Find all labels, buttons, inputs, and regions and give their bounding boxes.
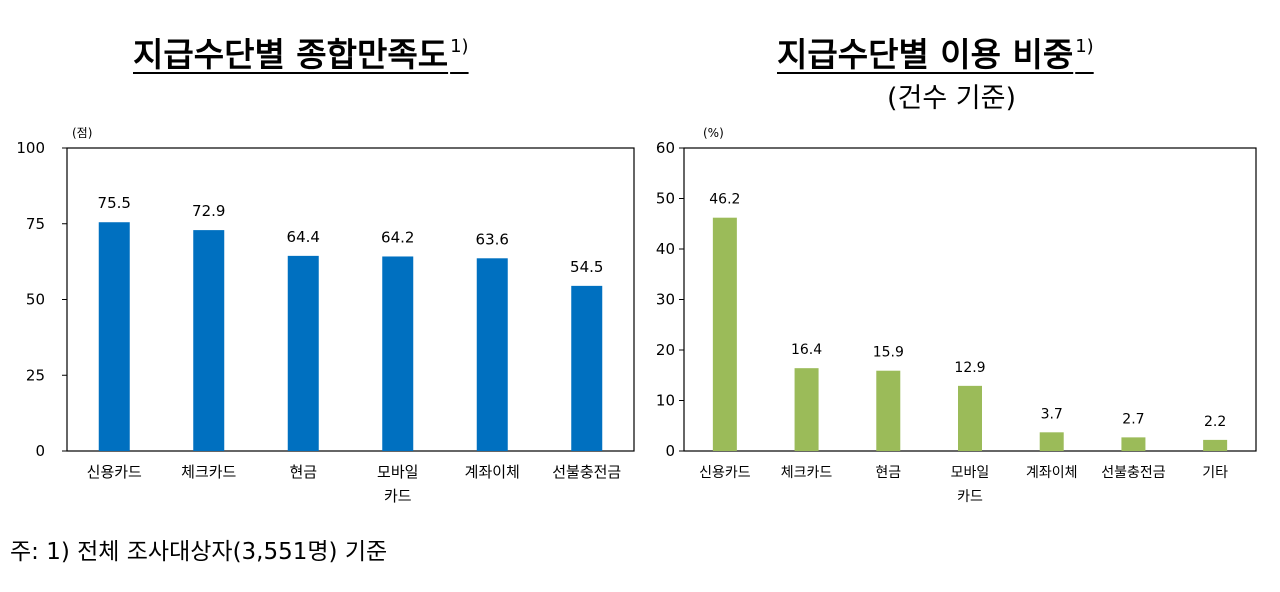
chart2-bar <box>712 217 737 451</box>
chart1-category-label: 선불충전금 <box>552 463 621 481</box>
chart1-bar <box>193 230 225 451</box>
chart1-unit-label: (점) <box>72 126 92 140</box>
chart2-y-tick-label: 20 <box>656 341 675 359</box>
chart1-data-label: 72.9 <box>192 202 225 220</box>
chart1-bar <box>287 255 319 451</box>
chart2-y-tick-label: 50 <box>656 190 675 208</box>
chart2-y-tick-label: 60 <box>656 139 675 157</box>
chart2-data-label: 15.9 <box>873 345 904 361</box>
chart1-data-label: 64.2 <box>381 228 414 246</box>
chart1-category-label: 카드 <box>384 487 412 505</box>
chart2-data-label: 3.7 <box>1041 406 1063 422</box>
chart1-category-label: 모바일 <box>377 463 418 481</box>
chart2-category-label: 체크카드 <box>781 465 833 481</box>
chart2-bar <box>794 368 819 451</box>
chart2-bar <box>958 385 982 451</box>
chart2-data-label: 46.2 <box>709 192 740 208</box>
chart2-y-tick-label: 30 <box>656 291 675 309</box>
chart2-bar <box>876 370 901 451</box>
chart1-y-tick-label: 75 <box>26 215 45 233</box>
chart2-category-label: 카드 <box>957 489 983 505</box>
chart1-y-tick-label: 50 <box>26 291 45 309</box>
chart2-category-label: 모바일 <box>951 465 990 481</box>
chart2-category-label: 계좌이체 <box>1026 465 1078 481</box>
chart1-title: 지급수단별 종합만족도 1) <box>133 35 469 74</box>
chart1-plot: (점) 0 25 50 75 100 75.5 신용카드 72.9 체크카드 64.4 현금 64.2 모… <box>16 126 635 505</box>
chart2-category-label: 신용카드 <box>699 465 751 481</box>
chart2-data-label: 2.2 <box>1204 414 1226 430</box>
chart2-data-label: 2.7 <box>1122 411 1144 427</box>
chart1-y-tick-label: 0 <box>35 442 45 460</box>
chart1-data-label: 75.5 <box>98 194 131 212</box>
chart2-category-label: 기타 <box>1202 465 1228 481</box>
footnote: 주: 1) 전체 조사대상자(3,551명) 기준 <box>10 539 388 565</box>
chart2-unit-label: (%) <box>703 126 724 140</box>
chart2-bar <box>1121 437 1146 451</box>
chart2-y-tick-label: 40 <box>656 240 675 258</box>
chart1-bar <box>98 222 130 451</box>
chart1-category-label: 체크카드 <box>181 463 236 481</box>
chart1-category-label: 신용카드 <box>87 463 142 481</box>
chart2-y-tick-label: 10 <box>656 392 675 410</box>
chart2-bar <box>1039 432 1064 451</box>
chart2-data-label: 16.4 <box>791 342 822 358</box>
chart2-y-tick-label: 0 <box>665 442 675 460</box>
chart2-category-label: 선불충전금 <box>1101 465 1166 481</box>
chart2-bar <box>1203 439 1228 451</box>
chart1-data-label: 64.4 <box>287 228 320 246</box>
chart1-bar <box>382 256 414 451</box>
chart1-bar <box>476 258 508 451</box>
chart1-category-label: 계좌이체 <box>465 463 520 481</box>
chart1-y-tick-label: 100 <box>16 139 45 157</box>
chart1-data-label: 63.6 <box>476 230 509 248</box>
chart1-category-label: 현금 <box>289 463 317 481</box>
chart2-plot: (%) 0 10 20 30 40 50 60 46.2 신용카드 16.4 체크카드 15.9 현금 12… <box>656 126 1257 505</box>
chart2-subtitle: (건수 기준) <box>887 83 1017 114</box>
chart1-data-label: 54.5 <box>570 258 603 276</box>
chart1-bar <box>571 285 603 451</box>
chart1-plot-frame <box>66 147 635 452</box>
chart2-category-label: 현금 <box>875 465 901 481</box>
chart2-data-label: 12.9 <box>954 360 985 376</box>
chart1-y-tick-label: 25 <box>26 366 45 384</box>
chart2-title: 지급수단별 이용 비중 1) <box>777 35 1094 74</box>
